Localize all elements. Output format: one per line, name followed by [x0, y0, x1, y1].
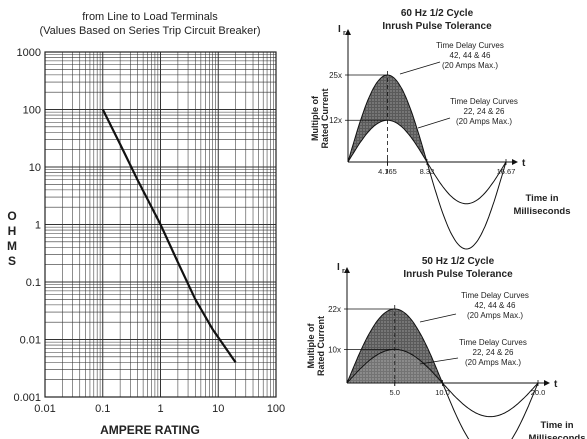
inrush-time-symbol: t	[554, 379, 558, 390]
inrush-current-subscript: r	[342, 268, 345, 275]
inrush-y-label-line2: Rated Current	[316, 316, 326, 376]
inrush-annotation-line1: Time Delay Curves	[450, 97, 518, 106]
impedance-x-tick-label: 10	[212, 403, 224, 415]
inrush-annotation-line1: Time Delay Curves	[461, 291, 529, 300]
inrush-x-tick-label: 16.67	[497, 167, 516, 176]
inrush-annotation-leader	[399, 61, 441, 75]
inrush-x-label-line2: Milliseconds	[528, 433, 585, 439]
inrush-x-tick-label: 20.0	[531, 388, 546, 397]
impedance-series-line	[101, 109, 237, 364]
inrush-x-label-line1: Time in	[540, 420, 573, 431]
impedance-y-axis-letter: O	[7, 209, 16, 223]
impedance-y-tick-label: 1000	[17, 47, 41, 59]
inrush-annotation-line1: Time Delay Curves	[459, 338, 527, 347]
inrush-annotation-line1: Time Delay Curves	[436, 41, 504, 50]
inrush-current-subscript: r	[343, 30, 346, 37]
impedance-x-tick-label: 1	[157, 403, 163, 415]
inrush-time-symbol: t	[522, 158, 526, 169]
inrush-time-arrow	[544, 380, 550, 386]
inrush-annotation-line2: 42, 44 & 46	[450, 51, 491, 60]
impedance-y-axis-letter: M	[7, 239, 17, 253]
inrush-shaded-lower	[347, 349, 443, 383]
inrush-annotation-line3: (20 Amps Max.)	[456, 117, 512, 126]
impedance-y-tick-label: 0.1	[26, 277, 41, 289]
inrush-50hz-chart: 50 Hz 1/2 Cycle Inrush Pulse Tolerance I r t…	[306, 256, 586, 439]
inrush-y-label-line2: Rated Current	[320, 88, 330, 148]
inrush-x-tick-label: 10.0	[435, 388, 450, 397]
inrush-x-tick-label: 5.0	[390, 388, 400, 397]
impedance-x-tick-label: 100	[267, 403, 285, 415]
inrush-y-axis-label: Multiple of Rated Current	[310, 88, 330, 148]
inrush-title-line1: 50 Hz 1/2 Cycle	[422, 256, 495, 267]
inrush-shaded-band	[347, 309, 443, 383]
inrush-x-label-line2: Milliseconds	[513, 206, 570, 217]
inrush-y-axis-label: Multiple of Rated Current	[306, 316, 326, 376]
inrush-y-tick-label: 25x	[329, 71, 342, 80]
inrush-annotation-line2: 22, 24 & 26	[464, 107, 505, 116]
inrush-y-tick-label: 12x	[329, 116, 342, 125]
inrush-annotation-leader	[417, 117, 451, 129]
impedance-x-tick-label: 0.1	[95, 403, 110, 415]
impedance-y-tick-label: 0.001	[13, 392, 41, 404]
impedance-y-tick-label: 1	[35, 220, 41, 232]
impedance-chart: from Line to Load Terminals (Values Base…	[7, 11, 285, 437]
inrush-annotation-leader	[419, 313, 457, 323]
impedance-x-ticks: 0.01 0.1 1 10 100	[34, 403, 285, 415]
impedance-chart-title-line1: from Line to Load Terminals	[82, 11, 218, 23]
inrush-current-symbol: I	[338, 24, 341, 35]
impedance-x-axis-label: AMPERE RATING	[100, 423, 200, 437]
inrush-60hz-chart: 60 Hz 1/2 Cycle Inrush Pulse Tolerance I r t…	[310, 8, 571, 250]
impedance-y-ticks: 1000 100 10 1 0.1 0.01 0.001	[13, 47, 41, 404]
inrush-annotation-leader	[419, 357, 459, 365]
inrush-x-tick-label: 8.33	[420, 167, 435, 176]
inrush-title-line1: 60 Hz 1/2 Cycle	[401, 8, 474, 19]
inrush-title-line2: Inrush Pulse Tolerance	[403, 269, 513, 280]
inrush-x-label-line1: Time in	[525, 193, 558, 204]
inrush-y-tick-label: 10x	[328, 345, 341, 354]
impedance-x-tick-label: 0.01	[34, 403, 55, 415]
inrush-annotation-line2: 22, 24 & 26	[473, 348, 514, 357]
inrush-annotation-line3: (20 Amps Max.)	[467, 311, 523, 320]
inrush-shaded-band	[348, 75, 427, 162]
inrush-annotation-line2: 42, 44 & 46	[475, 301, 516, 310]
inrush-y-label-line1: Multiple of	[306, 323, 316, 369]
inrush-y-label-line1: Multiple of	[310, 95, 320, 141]
impedance-y-tick-label: 10	[29, 162, 41, 174]
inrush-y-tick-label: 22x	[328, 305, 341, 314]
inrush-current-arrow	[345, 29, 351, 35]
inrush-title-line2: Inrush Pulse Tolerance	[382, 21, 492, 32]
impedance-y-axis-letter: S	[8, 254, 16, 268]
impedance-chart-title-line2: (Values Based on Series Trip Circuit Bre…	[39, 25, 260, 37]
inrush-annotation-line3: (20 Amps Max.)	[442, 61, 498, 70]
impedance-y-axis-letter: H	[8, 224, 17, 238]
inrush-current-arrow	[344, 267, 350, 273]
inrush-time-arrow	[512, 159, 518, 165]
impedance-y-tick-label: 0.01	[20, 335, 41, 347]
inrush-current-symbol: I	[337, 262, 340, 273]
impedance-y-tick-label: 100	[23, 105, 41, 117]
impedance-plot-frame	[44, 51, 277, 398]
impedance-grid	[44, 52, 276, 398]
inrush-annotation-line3: (20 Amps Max.)	[465, 358, 521, 367]
